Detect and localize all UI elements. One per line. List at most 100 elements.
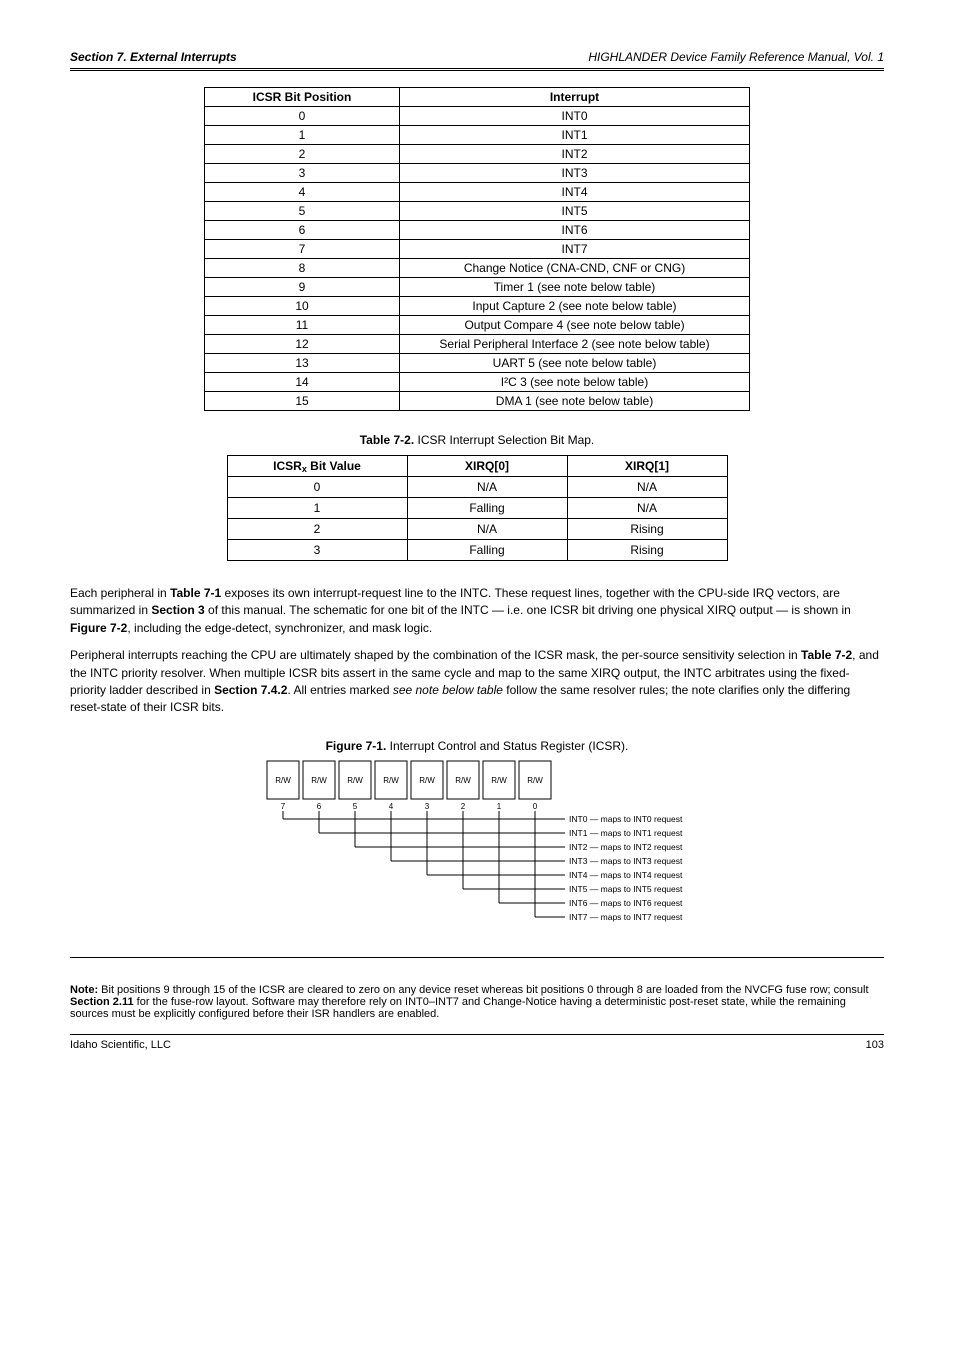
table-row: 7INT7: [205, 240, 750, 259]
cell: Output Compare 4 (see note below table): [400, 316, 750, 335]
col-header: XIRQ[0]: [407, 456, 567, 477]
cell: INT2: [400, 145, 750, 164]
col-header: ICSR Bit Position: [205, 88, 400, 107]
cell: 7: [205, 240, 400, 259]
footer: Idaho Scientific, LLC 103: [70, 1039, 884, 1051]
cell: 2: [205, 145, 400, 164]
page: Section 7. External Interrupts HIGHLANDE…: [0, 0, 954, 1091]
table-icsr-map: ICSR Bit Position Interrupt 0INT01INT12I…: [204, 87, 750, 411]
bit-index: 5: [353, 802, 358, 811]
diagram-line-label: INT6 — maps to INT6 request: [569, 898, 683, 908]
cell: 11: [205, 316, 400, 335]
cell: 4: [205, 183, 400, 202]
cell: 10: [205, 297, 400, 316]
table-row: 8Change Notice (CNA-CND, CNF or CNG): [205, 259, 750, 278]
cell: 9: [205, 278, 400, 297]
bit-box-label: R/W: [491, 776, 507, 785]
cell: 0: [205, 107, 400, 126]
table-row: 2N/ARising: [227, 519, 727, 540]
table-row: 15DMA 1 (see note below table): [205, 392, 750, 411]
cell: 1: [227, 498, 407, 519]
bit-box-label: R/W: [311, 776, 327, 785]
diagram-line-label: INT5 — maps to INT5 request: [569, 884, 683, 894]
cell: 3: [205, 164, 400, 183]
bit-index: 1: [497, 802, 502, 811]
table-row: 0N/AN/A: [227, 477, 727, 498]
col-header: Interrupt: [400, 88, 750, 107]
body-paragraph: Each peripheral in Table 7-1 exposes its…: [70, 585, 884, 637]
cell: INT7: [400, 240, 750, 259]
table-row: 4INT4: [205, 183, 750, 202]
table-row: 14I²C 3 (see note below table): [205, 373, 750, 392]
cell: 13: [205, 354, 400, 373]
hr-single: [70, 1034, 884, 1035]
cell: Change Notice (CNA-CND, CNF or CNG): [400, 259, 750, 278]
table-row: ICSR Bit Position Interrupt: [205, 88, 750, 107]
bit-box-label: R/W: [455, 776, 471, 785]
cell: 3: [227, 540, 407, 561]
cell: 15: [205, 392, 400, 411]
cell: Timer 1 (see note below table): [400, 278, 750, 297]
bit-index: 7: [281, 802, 286, 811]
running-head: Section 7. External Interrupts HIGHLANDE…: [70, 50, 884, 64]
running-head-right: HIGHLANDER Device Family Reference Manua…: [588, 50, 884, 64]
bit-box-label: R/W: [527, 776, 543, 785]
running-head-left: Section 7. External Interrupts: [70, 50, 237, 64]
diagram-line-label: INT4 — maps to INT4 request: [569, 870, 683, 880]
table-row: ICSRx Bit Value XIRQ[0] XIRQ[1]: [227, 456, 727, 477]
bit-index: 2: [461, 802, 466, 811]
bit-box-label: R/W: [419, 776, 435, 785]
cell: N/A: [567, 477, 727, 498]
cell: N/A: [407, 519, 567, 540]
body-paragraph: Peripheral interrupts reaching the CPU a…: [70, 647, 884, 717]
diagram-line-label: INT7 — maps to INT7 request: [569, 912, 683, 922]
bit-index: 6: [317, 802, 322, 811]
cell: Rising: [567, 519, 727, 540]
table-xirq-select: ICSRx Bit Value XIRQ[0] XIRQ[1] 0N/AN/A1…: [227, 455, 728, 561]
cell: 2: [227, 519, 407, 540]
col-header: XIRQ[1]: [567, 456, 727, 477]
figure-caption: Figure 7-1. Interrupt Control and Status…: [70, 739, 884, 753]
table-row: 6INT6: [205, 221, 750, 240]
cell: 1: [205, 126, 400, 145]
footnote: Note: Bit positions 9 through 15 of the …: [70, 984, 884, 1020]
cell: INT3: [400, 164, 750, 183]
footer-right: 103: [866, 1039, 884, 1051]
table-row: 3INT3: [205, 164, 750, 183]
col-header: ICSRx Bit Value: [227, 456, 407, 477]
cell: 0: [227, 477, 407, 498]
cell: 8: [205, 259, 400, 278]
icsr-diagram: R/W7R/W6R/W5R/W4R/W3R/W2R/W1R/W0INT0 — m…: [227, 757, 727, 957]
diagram-line-label: INT2 — maps to INT2 request: [569, 842, 683, 852]
table-row: 5INT5: [205, 202, 750, 221]
cell: UART 5 (see note below table): [400, 354, 750, 373]
cell: 6: [205, 221, 400, 240]
bit-index: 4: [389, 802, 394, 811]
hr-single: [70, 957, 884, 958]
diagram-line-label: INT3 — maps to INT3 request: [569, 856, 683, 866]
table-row: 13UART 5 (see note below table): [205, 354, 750, 373]
cell: N/A: [567, 498, 727, 519]
table-row: 9Timer 1 (see note below table): [205, 278, 750, 297]
table-row: 11Output Compare 4 (see note below table…: [205, 316, 750, 335]
cell: DMA 1 (see note below table): [400, 392, 750, 411]
cell: I²C 3 (see note below table): [400, 373, 750, 392]
cell: Falling: [407, 498, 567, 519]
cell: Serial Peripheral Interface 2 (see note …: [400, 335, 750, 354]
bit-box-label: R/W: [275, 776, 291, 785]
diagram-line-label: INT1 — maps to INT1 request: [569, 828, 683, 838]
cell: Input Capture 2 (see note below table): [400, 297, 750, 316]
cell: INT5: [400, 202, 750, 221]
table-row: 2INT2: [205, 145, 750, 164]
cell: 14: [205, 373, 400, 392]
cell: INT6: [400, 221, 750, 240]
table-caption: Table 7-2. ICSR Interrupt Selection Bit …: [70, 433, 884, 447]
diagram-line-label: INT0 — maps to INT0 request: [569, 814, 683, 824]
cell: INT4: [400, 183, 750, 202]
table-row: 12Serial Peripheral Interface 2 (see not…: [205, 335, 750, 354]
table-row: 10Input Capture 2 (see note below table): [205, 297, 750, 316]
cell: N/A: [407, 477, 567, 498]
table-row: 1INT1: [205, 126, 750, 145]
bit-index: 3: [425, 802, 430, 811]
table-row: 1FallingN/A: [227, 498, 727, 519]
